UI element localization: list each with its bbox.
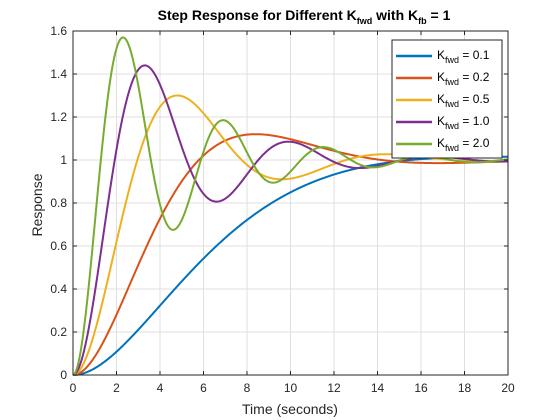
tick-marks bbox=[72, 30, 509, 376]
legend-item: Kfwd = 0.1 bbox=[396, 48, 490, 65]
y-tick-label: 0.6 bbox=[50, 239, 67, 253]
y-tick-label: 0.8 bbox=[50, 196, 67, 210]
chart-title: Step Response for Different Kfwd with Kf… bbox=[158, 7, 451, 26]
x-tick-label: 4 bbox=[157, 381, 164, 395]
legend: Kfwd = 0.1 Kfwd = 0.2 Kfwd = 0.5 Kfwd = 1.0… bbox=[391, 39, 503, 159]
x-tick-label: 8 bbox=[244, 381, 251, 395]
x-tick-label: 16 bbox=[414, 381, 428, 395]
legend-item: Kfwd = 0.5 bbox=[396, 92, 490, 109]
x-tick-label: 14 bbox=[371, 381, 385, 395]
legend-item: Kfwd = 0.2 bbox=[396, 70, 490, 87]
y-tick-label: 1 bbox=[60, 153, 67, 167]
series-line-2 bbox=[72, 133, 509, 376]
x-tick-label: 2 bbox=[113, 381, 120, 395]
y-tick-label: 0 bbox=[60, 368, 67, 382]
x-tick-labels: 0 2 4 6 8 10 12 14 16 18 20 bbox=[70, 381, 515, 395]
x-tick-label: 18 bbox=[458, 381, 472, 395]
y-tick-label: 0.2 bbox=[50, 325, 67, 339]
y-tick-label: 1.4 bbox=[50, 67, 67, 81]
legend-label: Kfwd = 0.1 bbox=[437, 48, 490, 65]
legend-label: Kfwd = 1.0 bbox=[437, 114, 490, 131]
y-tick-label: 0.4 bbox=[50, 282, 67, 296]
legend-item: Kfwd = 2.0 bbox=[396, 136, 490, 153]
x-axis-label: Time (seconds) bbox=[242, 401, 338, 417]
x-tick-label: 10 bbox=[284, 381, 298, 395]
legend-label: Kfwd = 2.0 bbox=[437, 136, 490, 153]
x-tick-label: 0 bbox=[70, 381, 77, 395]
y-tick-label: 1.6 bbox=[50, 24, 67, 38]
legend-item: Kfwd = 1.0 bbox=[396, 114, 490, 131]
legend-label: Kfwd = 0.2 bbox=[437, 70, 490, 87]
y-tick-labels: 0 0.2 0.4 0.6 0.8 1 1.2 1.4 1.6 bbox=[50, 24, 67, 382]
y-tick-label: 1.2 bbox=[50, 110, 67, 124]
y-axis-label: Response bbox=[29, 173, 45, 236]
legend-label: Kfwd = 0.5 bbox=[437, 92, 490, 109]
x-tick-label: 12 bbox=[327, 381, 341, 395]
x-tick-label: 6 bbox=[200, 381, 207, 395]
x-tick-label: 20 bbox=[501, 381, 515, 395]
